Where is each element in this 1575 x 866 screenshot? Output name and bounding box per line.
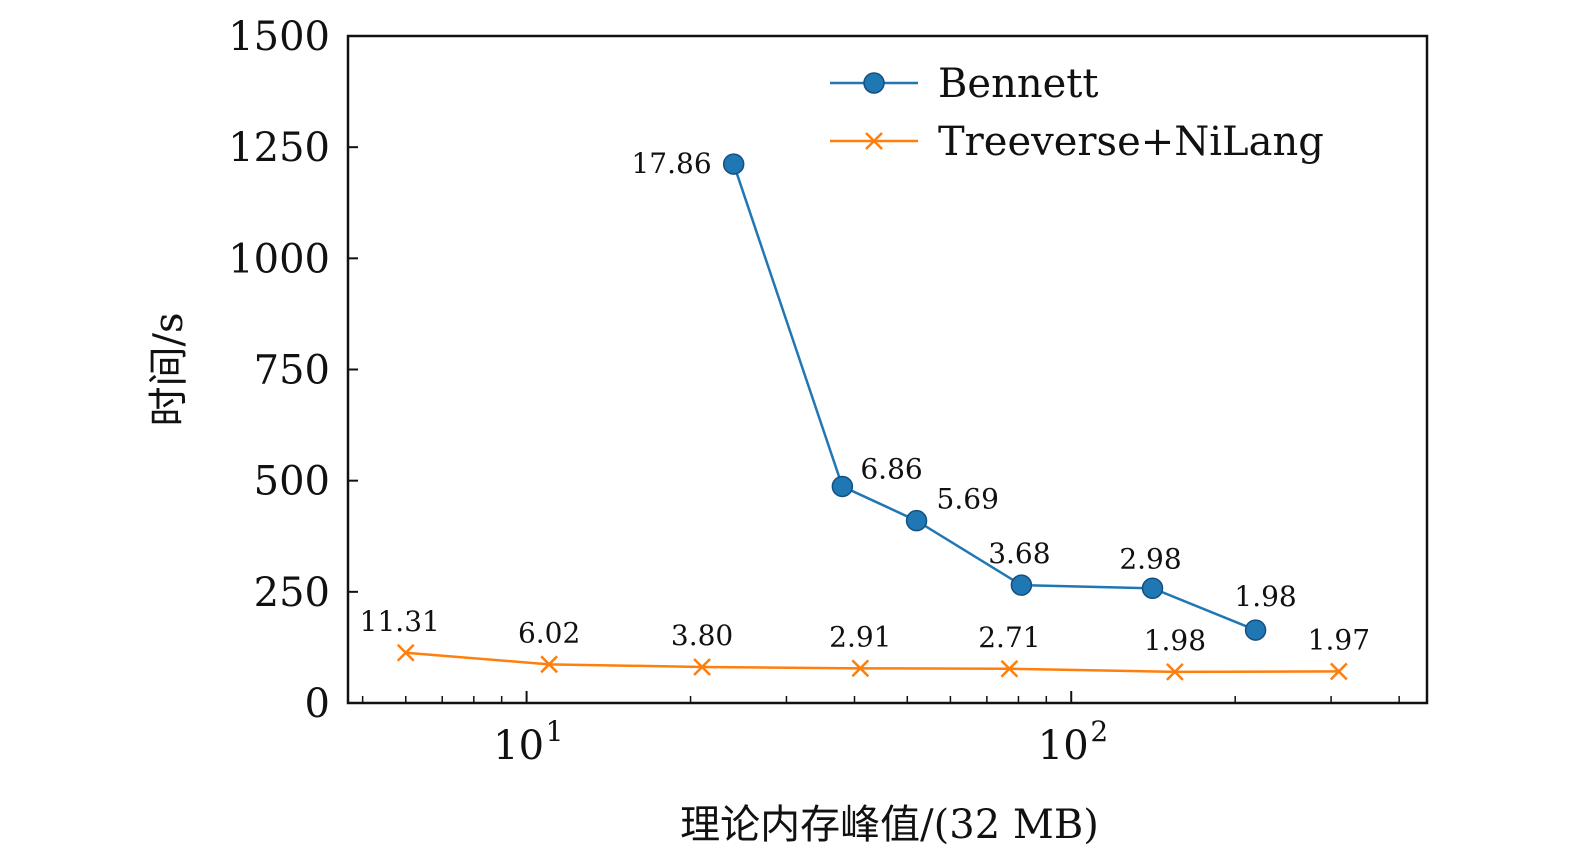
data-point (1329, 662, 1348, 681)
x-tick-exponent: 1 (546, 715, 564, 748)
data-label: 11.31 (360, 605, 440, 638)
series-line (732, 163, 1257, 632)
legend-marker (863, 72, 885, 94)
series-layer: 17.86 6.86 5.69 3.68 2.98 1.98 11.31 6.02 3.80 2.… (360, 147, 1370, 681)
y-tick-label: 500 (254, 459, 330, 505)
marker-stroke (1000, 659, 1019, 678)
data-label: 2.71 (978, 621, 1040, 654)
data-point (1244, 619, 1267, 641)
series-treeverse-nilang: 11.31 6.02 3.80 2.91 2.71 1.98 1.97 (360, 605, 1370, 681)
y-tick-label: 0 (305, 681, 330, 727)
data-label: 1.98 (1234, 580, 1296, 613)
data-point (1166, 662, 1184, 681)
x-tick-exponent: 2 (1090, 715, 1108, 748)
y-tick-label: 1500 (228, 14, 330, 60)
data-label: 3.68 (988, 537, 1050, 570)
marker-stroke (540, 655, 559, 674)
data-label: 17.86 (631, 147, 711, 180)
y-tick-label: 1250 (228, 125, 330, 171)
data-point (1000, 659, 1019, 678)
data-label: 2.91 (829, 620, 891, 653)
data-label: 5.69 (937, 483, 999, 516)
data-label: 6.02 (518, 616, 580, 649)
data-point (851, 659, 870, 678)
legend-entry: Treeverse+NiLang (830, 119, 1324, 165)
legend-label: Treeverse+NiLang (938, 119, 1324, 165)
y-axis-title: 时间/s (146, 312, 192, 426)
marker-stroke (1166, 662, 1184, 681)
y-tick-label: 1000 (228, 236, 330, 282)
marker-stroke (1329, 662, 1348, 681)
marker-stroke (851, 659, 870, 678)
data-point (722, 153, 745, 175)
legend-marker (865, 132, 883, 150)
legend-entry: Bennett (830, 61, 1098, 107)
y-tick-label: 250 (254, 570, 330, 616)
data-label: 1.98 (1144, 624, 1206, 657)
legend: Bennett Treeverse+NiLang (830, 61, 1324, 165)
data-point (693, 658, 711, 676)
marker-stroke (396, 643, 415, 662)
data-label: 2.98 (1119, 542, 1181, 575)
x-axis-title: 理论内存峰值/(32 MB) (680, 802, 1099, 848)
y-tick-label: 750 (254, 348, 330, 394)
data-point (396, 643, 415, 662)
data-point (905, 509, 928, 532)
data-label: 6.86 (860, 452, 922, 485)
x-tick-label: 10 (493, 723, 544, 769)
data-point (540, 655, 559, 674)
data-label: 3.80 (671, 619, 733, 652)
data-label: 1.97 (1308, 623, 1370, 656)
data-point (831, 475, 854, 498)
series-bennett: 17.86 6.86 5.69 3.68 2.98 1.98 (631, 147, 1297, 641)
data-point (1010, 574, 1033, 596)
x-tick-label: 10 (1038, 723, 1089, 769)
marker-stroke (693, 658, 711, 676)
legend-label: Bennett (938, 61, 1098, 107)
data-point (1141, 577, 1164, 600)
